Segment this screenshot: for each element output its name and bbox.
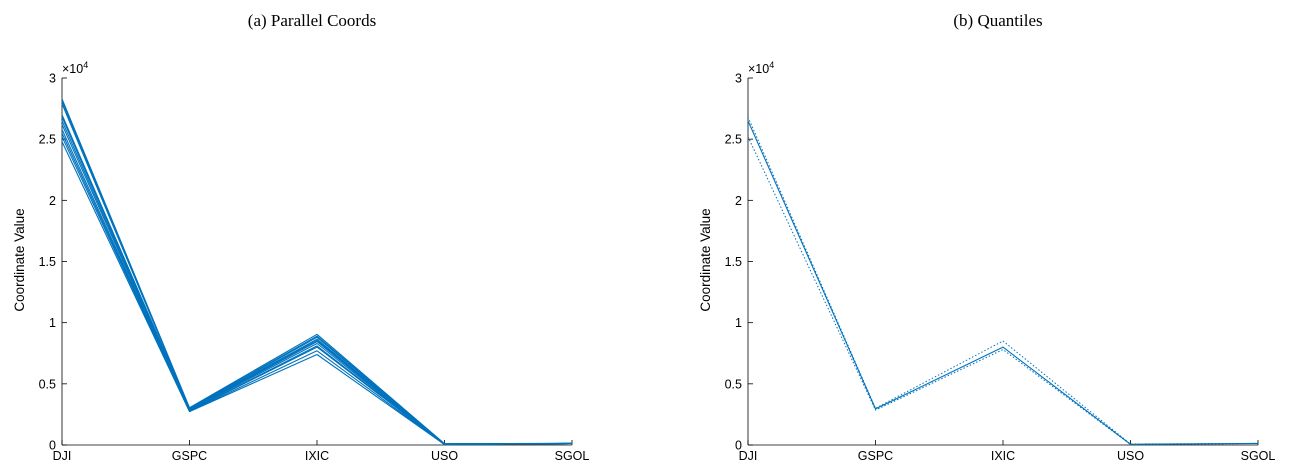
x-tick-label: DJI	[53, 449, 72, 463]
y-axis-label: Coordinate Value	[698, 208, 713, 311]
panel-parallel-coords: (a) Parallel Coords Coordinate Value ×10…	[12, 11, 589, 463]
x-tick-label: DJI	[739, 449, 758, 463]
x-tick-label: IXIC	[991, 449, 1015, 463]
series-line-0	[748, 121, 1258, 445]
series-line-8	[62, 133, 572, 444]
y-tick-label: 2	[735, 194, 742, 208]
x-tick-label: SGOL	[555, 449, 590, 463]
chart-title: (a) Parallel Coords	[248, 11, 376, 30]
x-tick-label: GSPC	[858, 449, 893, 463]
series-line-1	[62, 101, 572, 444]
y-exponent-label: ×104	[62, 60, 88, 76]
x-tick-label: GSPC	[172, 449, 207, 463]
y-axis-label: Coordinate Value	[12, 208, 27, 311]
y-tick-label: 1	[735, 316, 742, 330]
series-line-3	[62, 115, 572, 444]
x-tick-label: USO	[431, 449, 458, 463]
x-tick-label: USO	[1117, 449, 1144, 463]
y-tick-label: 0.5	[725, 377, 742, 391]
panel-quantiles: (b) Quantiles Coordinate Value ×104 00.5…	[698, 11, 1275, 463]
y-tick-label: 3	[735, 72, 742, 86]
y-tick-label: 2.5	[725, 133, 742, 147]
series-line-0	[62, 99, 572, 444]
x-tick-label: IXIC	[305, 449, 329, 463]
y-tick-label: 3	[49, 72, 56, 86]
series-line-4	[62, 117, 572, 444]
y-tick-label: 1	[49, 316, 56, 330]
x-tick-label: SGOL	[1241, 449, 1276, 463]
series-line-2	[62, 104, 572, 444]
y-tick-label: 0.5	[39, 377, 56, 391]
y-exponent-label: ×104	[748, 60, 774, 76]
series-line-1	[748, 117, 1258, 444]
y-tick-label: 1.5	[725, 255, 742, 269]
y-tick-label: 2.5	[39, 133, 56, 147]
series-line-5	[62, 121, 572, 445]
chart-title: (b) Quantiles	[953, 11, 1042, 30]
y-tick-label: 2	[49, 194, 56, 208]
y-tick-label: 1.5	[39, 255, 56, 269]
